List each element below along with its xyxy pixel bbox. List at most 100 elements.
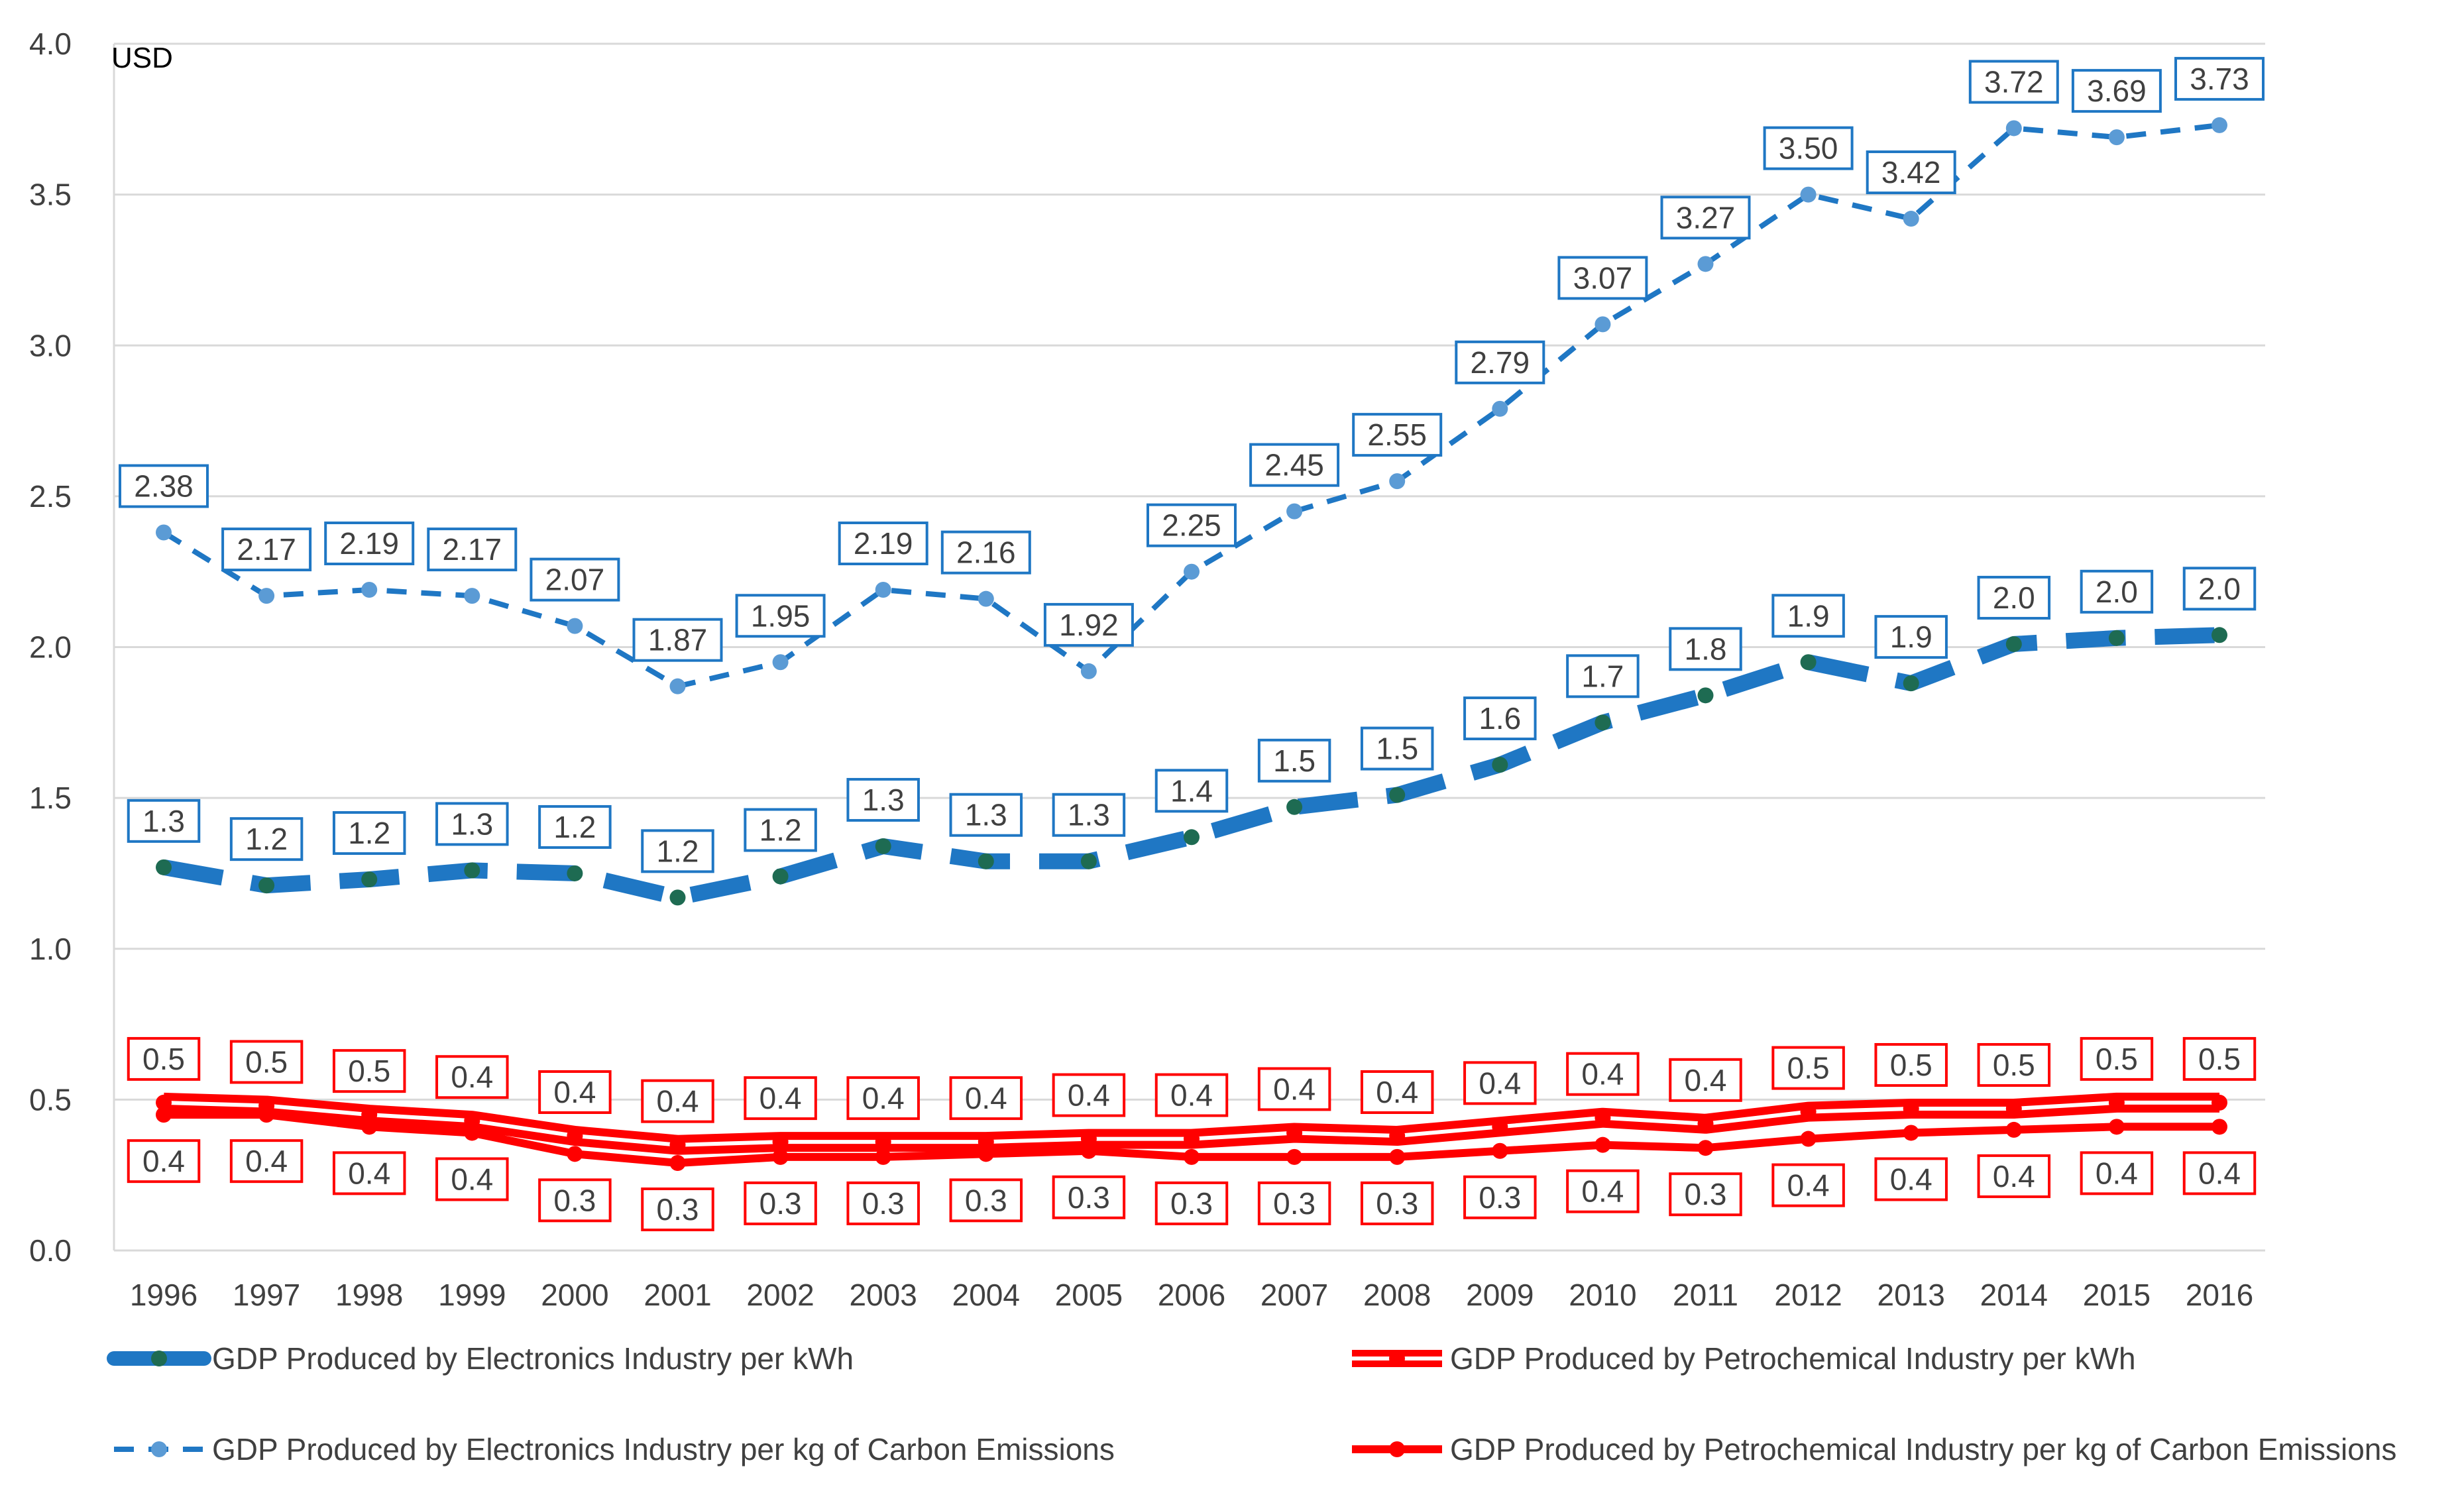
data-point xyxy=(1492,1142,1508,1159)
data-point xyxy=(978,853,994,869)
data-label-box xyxy=(1669,1058,1742,1102)
data-label-box xyxy=(1566,654,1640,698)
data-label-box xyxy=(949,1178,1023,1223)
x-tick-label: 2003 xyxy=(850,1278,917,1312)
data-label: 1.7 xyxy=(1581,659,1624,693)
data-point xyxy=(1389,1148,1406,1165)
data-point xyxy=(361,582,378,598)
data-label-box xyxy=(1669,627,1742,671)
data-label-box xyxy=(2182,567,2257,611)
data-label: 0.4 xyxy=(245,1144,288,1178)
legend-swatch-marker xyxy=(1389,1441,1405,1457)
data-label: 1.3 xyxy=(965,798,1007,832)
data-label-box xyxy=(1257,738,1331,783)
data-label-box xyxy=(1360,1070,1434,1115)
legend-label: GDP Produced by Electronics Industry per… xyxy=(212,1432,1115,1467)
data-point xyxy=(1492,757,1508,773)
data-point xyxy=(258,1107,275,1123)
data-label-box xyxy=(1771,1163,1845,1207)
legend-label: GDP Produced by Petrochemical Industry p… xyxy=(1450,1341,2136,1376)
data-label-box xyxy=(2071,69,2162,113)
x-tick-label: 2000 xyxy=(541,1278,608,1312)
data-label: 1.4 xyxy=(1170,773,1213,808)
data-label: 1.2 xyxy=(245,822,288,856)
data-label-box xyxy=(1660,195,1751,240)
data-point xyxy=(1800,654,1817,671)
y-tick-label: 0.5 xyxy=(29,1082,72,1117)
data-label: 2.17 xyxy=(237,532,296,567)
data-point xyxy=(1492,400,1508,417)
data-label-box xyxy=(1154,1181,1229,1225)
data-label-box xyxy=(838,522,928,566)
data-label-box xyxy=(1463,1175,1537,1219)
data-label-box xyxy=(229,1139,304,1184)
data-label-box xyxy=(735,594,826,638)
data-label-box xyxy=(435,1055,509,1099)
data-label: 1.3 xyxy=(1068,798,1110,832)
series-lines xyxy=(156,117,2227,1171)
x-tick-label: 2006 xyxy=(1158,1278,1225,1312)
data-label: 0.4 xyxy=(1170,1078,1213,1113)
data-point xyxy=(156,859,172,875)
data-point xyxy=(1080,1131,1097,1147)
data-label-box xyxy=(744,1076,817,1121)
data-label-box xyxy=(1052,1175,1126,1219)
data-point xyxy=(156,1107,172,1123)
data-label-box xyxy=(1463,1061,1537,1105)
data-label: 3.50 xyxy=(1779,131,1838,166)
data-label-box xyxy=(1771,594,1845,638)
x-tick-label: 2005 xyxy=(1055,1278,1123,1312)
data-label: 0.4 xyxy=(759,1081,802,1115)
data-label: 3.73 xyxy=(2190,62,2249,96)
data-label-box xyxy=(1566,1052,1640,1096)
data-point xyxy=(1184,563,1200,580)
data-point xyxy=(1184,1148,1200,1165)
data-label-box xyxy=(949,793,1023,837)
data-label-box xyxy=(641,829,714,873)
data-labels: 1.3 1.2 1.2 1.3 1.2 1.2 1.2 1.3 1.3 1.3 1.4 1.5 1.5 1… xyxy=(119,56,2265,1231)
data-label: 3.72 xyxy=(1984,64,2044,99)
data-point xyxy=(2212,627,2227,643)
data-label: 0.3 xyxy=(553,1183,596,1217)
x-tick-label: 2013 xyxy=(1877,1278,1945,1312)
data-label-box xyxy=(1977,1154,2051,1198)
data-point xyxy=(1080,663,1097,679)
legend-label: GDP Produced by Petrochemical Industry p… xyxy=(1450,1432,2396,1467)
data-label: 3.07 xyxy=(1573,260,1633,295)
data-point xyxy=(567,865,583,881)
y-tick-label: 4.0 xyxy=(29,27,72,61)
data-point xyxy=(978,1134,994,1150)
data-label-box xyxy=(127,1139,201,1184)
data-label-box xyxy=(846,1076,920,1121)
data-point xyxy=(1697,256,1714,272)
data-label: 1.6 xyxy=(1479,701,1521,736)
data-point xyxy=(2005,1101,2022,1117)
x-tick-label: 1998 xyxy=(335,1278,403,1312)
data-label: 0.4 xyxy=(657,1084,699,1119)
data-label-box xyxy=(229,817,304,861)
data-label: 1.5 xyxy=(1376,732,1418,766)
data-point xyxy=(1800,1131,1817,1147)
data-label: 0.5 xyxy=(2198,1042,2241,1076)
data-label: 2.0 xyxy=(1993,581,2035,615)
x-tick-label: 1997 xyxy=(233,1278,300,1312)
data-point xyxy=(361,1119,378,1135)
data-label-box xyxy=(1249,443,1340,487)
data-label-box xyxy=(1874,1043,1948,1087)
data-label: 2.16 xyxy=(956,535,1016,570)
data-label: 2.19 xyxy=(339,526,399,561)
x-tick-label: 2012 xyxy=(1774,1278,1842,1312)
data-point xyxy=(875,1134,891,1150)
x-tick-label: 2015 xyxy=(2083,1278,2151,1312)
x-tick-label: 2010 xyxy=(1569,1278,1636,1312)
data-label: 0.4 xyxy=(451,1060,493,1094)
data-label: 0.5 xyxy=(1787,1051,1830,1085)
data-label: 1.2 xyxy=(759,812,802,847)
data-point xyxy=(978,590,994,607)
data-point xyxy=(1903,211,1919,227)
data-label: 0.4 xyxy=(1376,1075,1418,1109)
x-tick-label: 2007 xyxy=(1260,1278,1328,1312)
y-tick-label: 3.5 xyxy=(29,178,72,212)
data-label-box xyxy=(1360,1181,1434,1225)
